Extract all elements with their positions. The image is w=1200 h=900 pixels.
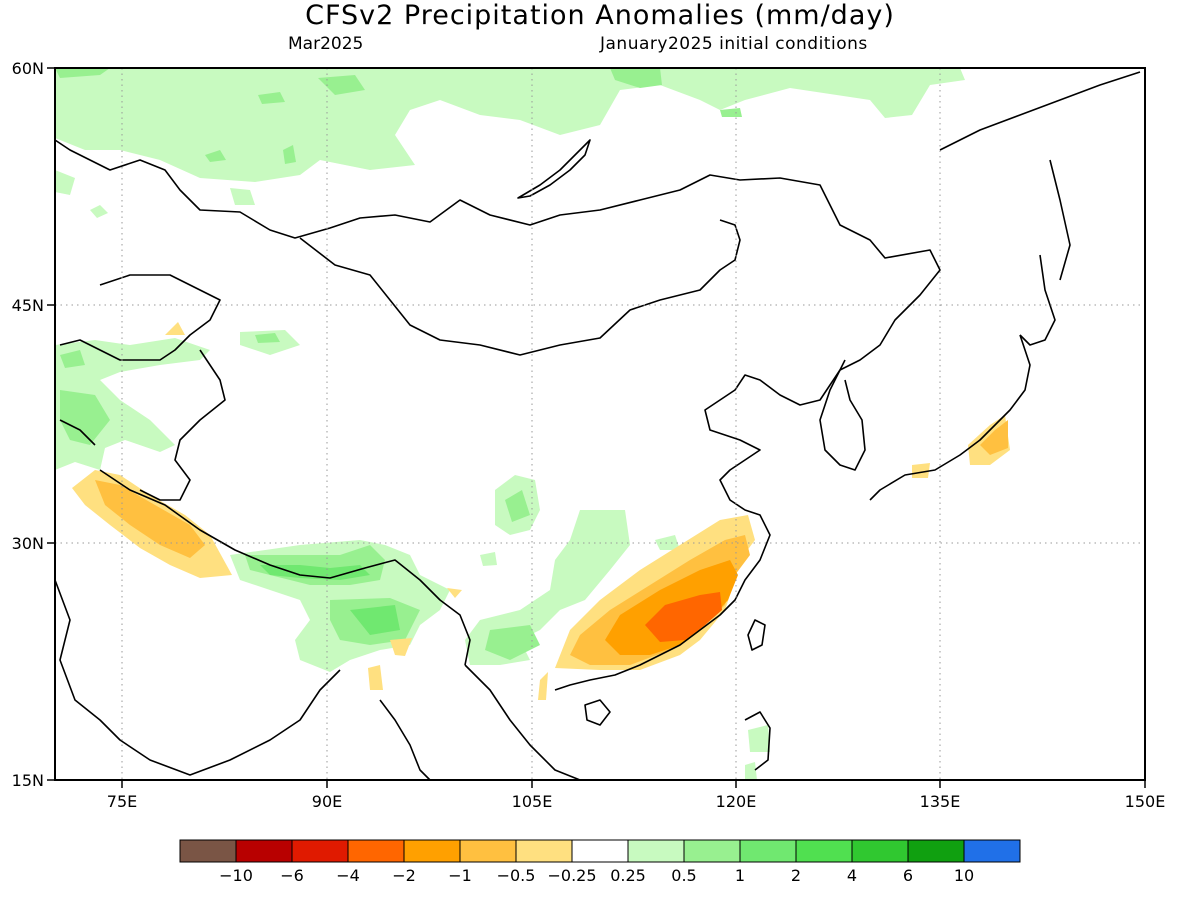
lat-label: 30N [12,534,44,553]
colorbar-swatch [851,839,909,863]
colorbar-label: −0.5 [497,866,536,885]
initial-conditions-label: January2025 initial conditions [600,34,868,54]
wet-region-north [55,68,965,182]
lon-labels: 75E 90E 105E 120E 135E 150E [107,792,1166,811]
wet-region-north-6 [610,68,662,88]
dry-region-northwest-india-2 [95,480,205,558]
colorbar-label: 0.25 [610,866,646,885]
wet-region-north-9 [283,145,296,164]
colorbar-swatch [683,839,741,863]
wet-region-philippines [745,762,757,780]
wet-region-north-8 [258,92,285,104]
colorbar-label: 6 [903,866,913,885]
wet-region-north-2 [55,170,75,195]
wet-region-north-3 [90,205,108,218]
wet-region-himalaya-5 [350,605,400,635]
wet-region-west-4 [240,330,300,355]
colorbar-label: −1 [448,866,472,885]
colorbar-swatch [627,839,685,863]
dry-region-india-patch [368,665,383,690]
wet-region-central-2 [485,625,540,660]
wet-region-north-7 [318,75,365,95]
wet-region-north-5 [55,68,110,78]
colorbar-swatch [179,839,237,863]
colorbar-label: −0.25 [547,866,596,885]
dry-region-burma-patch [447,588,462,598]
wet-region-sichuan-2 [505,490,530,522]
colorbar-swatch [347,839,405,863]
wet-region-west-5 [255,333,280,343]
colorbar-label: 4 [847,866,857,885]
colorbar-label: 2 [791,866,801,885]
colorbar-swatch [235,839,293,863]
wet-region-north-11 [720,108,742,117]
lon-label: 75E [107,792,137,811]
lat-labels: 60N 45N 30N 15N [12,59,44,790]
lat-label: 60N [12,59,44,78]
colorbar-label: −2 [392,866,416,885]
wet-region-central-4 [655,535,680,550]
dry-region-japan-3 [912,463,930,478]
colorbar-swatch [291,839,349,863]
colorbar-label: 1 [735,866,745,885]
lon-label: 150E [1125,792,1166,811]
colorbar-swatch [795,839,853,863]
map-title: CFSv2 Precipitation Anomalies (mm/day) [305,0,895,31]
lat-label: 45N [12,296,44,315]
dry-region-laos-patch [538,672,548,700]
wet-region-himalaya-3 [260,565,370,580]
dry-region-japan-2 [980,420,1008,455]
colorbar-swatch [459,839,517,863]
wet-region-central-3 [480,552,497,566]
colorbar-label: 10 [954,866,974,885]
colorbar-swatch [739,839,797,863]
dry-region-nw-corner [165,322,185,335]
graticule [55,68,1145,780]
dry-region-southeast-china-4 [645,592,722,642]
wet-region-north-10 [205,150,226,162]
lon-label: 120E [716,792,757,811]
wet-region-north-4 [230,188,255,205]
colorbar-label: −6 [280,866,304,885]
lon-label: 105E [512,792,553,811]
forecast-month: Mar2025 [288,34,364,54]
map-frame [54,67,1146,781]
wet-region-west-3 [60,390,110,445]
coastlines [54,71,1141,781]
anomaly-shading [55,68,1010,780]
lon-label: 90E [312,792,342,811]
lat-label: 15N [12,771,44,790]
colorbar-swatch [403,839,461,863]
colorbar-labels: −10 −6 −4 −2 −1 −0.5 −0.25 0.25 0.5 1 2 4 6 10 [219,866,974,885]
colorbar-label: 0.5 [671,866,696,885]
colorbar-swatch [515,839,573,863]
wet-region-west-2 [60,350,85,368]
tick-marks [47,67,1146,788]
lon-label: 135E [920,792,961,811]
colorbar-label: −10 [219,866,253,885]
colorbar-swatch [907,839,965,863]
colorbar [179,839,1021,863]
dry-region-india-patch-2 [390,638,412,656]
wet-region-taiwan [748,725,770,752]
wet-region-central [465,510,630,665]
colorbar-label: −4 [336,866,360,885]
colorbar-swatch [963,839,1021,863]
colorbar-swatch [571,839,629,863]
